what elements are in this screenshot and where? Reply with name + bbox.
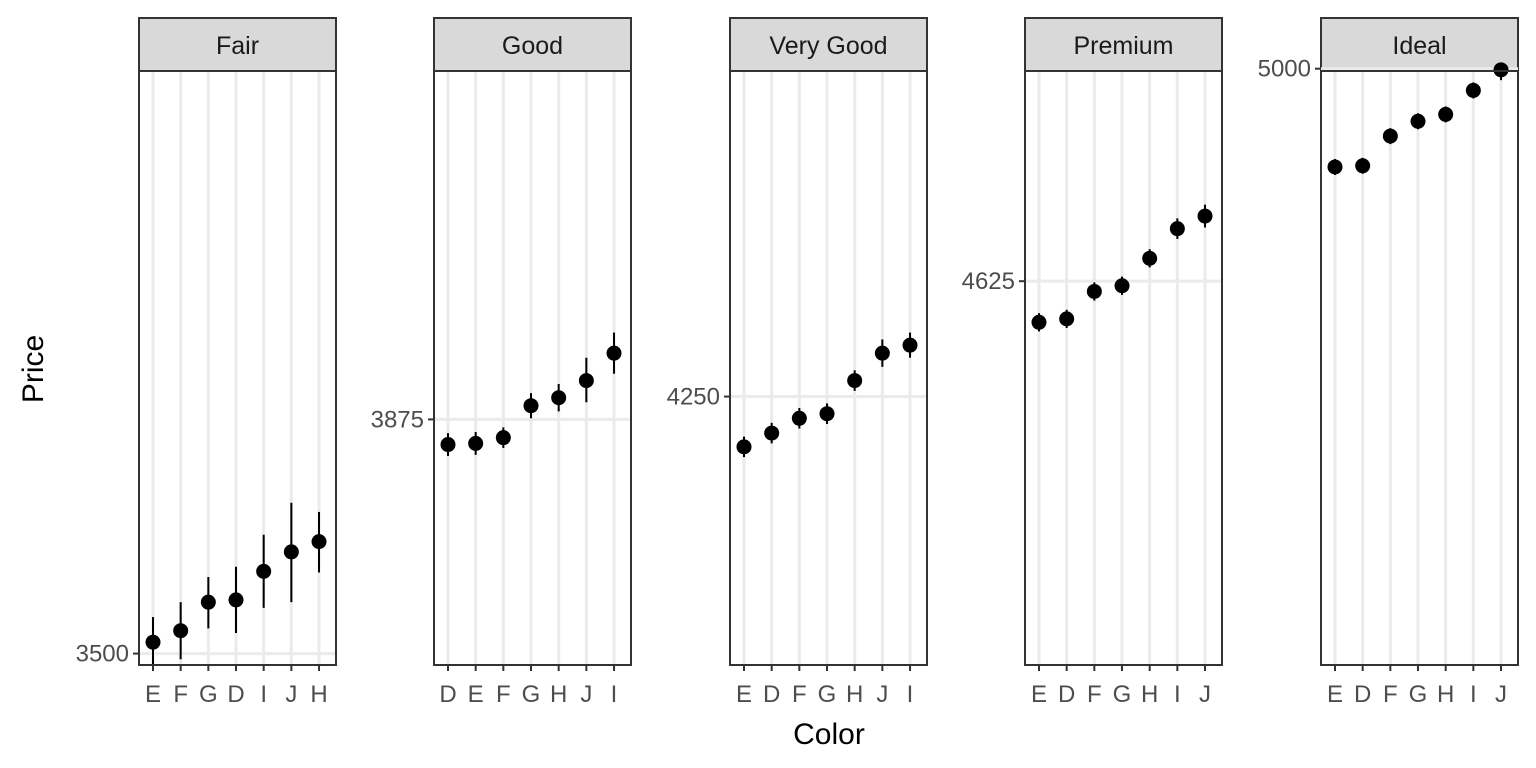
x-tick-label: G	[522, 681, 541, 708]
facet-strip-label: Premium	[1073, 32, 1173, 60]
x-tick-label: H	[310, 681, 327, 708]
facet-strip	[729, 17, 928, 72]
facet-strip	[433, 17, 632, 72]
x-tick-label: F	[792, 681, 807, 708]
data-point	[1031, 314, 1047, 330]
x-tick-label: H	[1141, 681, 1158, 708]
data-point	[847, 373, 863, 389]
x-tick-label: J	[285, 681, 297, 708]
data-point	[1355, 158, 1371, 174]
x-tick-label: F	[496, 681, 511, 708]
facet-strip-label: Fair	[216, 32, 259, 60]
data-point	[256, 563, 272, 579]
x-tick-label: I	[1470, 681, 1477, 708]
data-point	[468, 435, 484, 451]
data-point	[578, 373, 594, 389]
x-tick-label: G	[1113, 681, 1132, 708]
y-axis-title: Price	[17, 335, 50, 403]
data-point	[495, 430, 511, 446]
data-point	[1142, 250, 1158, 266]
facet-panel: Ideal 5000 E D F G H I J	[1258, 17, 1519, 708]
x-tick-label: I	[907, 681, 914, 708]
x-tick-label: F	[1383, 681, 1398, 708]
x-tick-label: I	[611, 681, 618, 708]
y-tick-label: 3875	[371, 406, 424, 433]
data-point	[1327, 159, 1343, 175]
x-tick-label: D	[439, 681, 456, 708]
x-tick-label: G	[818, 681, 837, 708]
data-point	[902, 337, 918, 353]
data-point	[791, 410, 807, 426]
y-tick-label: 4625	[962, 268, 1015, 295]
data-point	[173, 623, 189, 639]
data-point	[764, 425, 780, 441]
data-point	[736, 439, 752, 455]
x-tick-label: I	[260, 681, 267, 708]
data-point	[228, 592, 244, 608]
x-tick-label: J	[580, 681, 592, 708]
facet-panel: Good 3875 D E F G H J I	[371, 17, 632, 708]
data-point	[1493, 62, 1509, 78]
panel-border	[138, 70, 337, 666]
x-tick-label: E	[1327, 681, 1343, 708]
x-tick-label: E	[468, 681, 484, 708]
data-point	[200, 594, 216, 610]
data-point	[1169, 221, 1185, 237]
x-tick-label: E	[1031, 681, 1047, 708]
x-tick-label: D	[1354, 681, 1371, 708]
x-tick-label: G	[199, 681, 218, 708]
data-point	[311, 534, 327, 550]
data-point	[819, 406, 835, 422]
data-point	[440, 437, 456, 453]
y-tick-label: 3500	[76, 641, 129, 668]
data-point	[1197, 208, 1213, 224]
data-point	[1410, 113, 1426, 129]
data-point	[1114, 278, 1130, 294]
data-point	[523, 398, 539, 414]
data-point	[1086, 283, 1102, 299]
x-tick-label: G	[1409, 681, 1428, 708]
x-tick-label: H	[550, 681, 567, 708]
data-point	[1059, 311, 1075, 327]
x-tick-label: J	[1495, 681, 1507, 708]
x-tick-label: H	[846, 681, 863, 708]
panel-border	[433, 70, 632, 666]
x-tick-label: J	[876, 681, 888, 708]
x-tick-label: E	[736, 681, 752, 708]
x-tick-label: F	[1087, 681, 1102, 708]
x-tick-label: F	[173, 681, 188, 708]
x-tick-label: I	[1174, 681, 1181, 708]
facet-strip	[1320, 17, 1519, 72]
x-tick-label: E	[145, 681, 161, 708]
data-point	[551, 390, 567, 406]
y-tick-label: 5000	[1258, 56, 1311, 83]
data-point	[1465, 82, 1481, 98]
x-tick-label: J	[1199, 681, 1211, 708]
data-point	[145, 634, 161, 650]
facet-strip-label: Ideal	[1392, 32, 1446, 60]
facet-panel: Very Good 4250 E D F G H J I	[667, 17, 928, 708]
facet-panel: Premium 4625 E D F G H I J	[962, 17, 1223, 708]
data-point	[1438, 106, 1454, 122]
x-axis-title: Color	[793, 718, 865, 751]
x-tick-label: D	[763, 681, 780, 708]
facet-panel: Fair 3500 E F G D I J H	[76, 17, 337, 708]
panel-border	[1024, 70, 1223, 666]
x-tick-label: H	[1437, 681, 1454, 708]
panel-border	[729, 70, 928, 666]
data-point	[283, 544, 299, 560]
x-tick-label: D	[227, 681, 244, 708]
data-point	[1382, 128, 1398, 144]
facet-strip-label: Very Good	[769, 32, 887, 60]
panel-border	[1320, 70, 1519, 666]
facet-strip-label: Good	[502, 32, 563, 60]
x-tick-label: D	[1058, 681, 1075, 708]
facet-strip	[138, 17, 337, 72]
y-tick-label: 4250	[667, 384, 720, 411]
data-point	[874, 345, 890, 361]
facet-strip	[1024, 17, 1223, 72]
data-point	[606, 345, 622, 361]
